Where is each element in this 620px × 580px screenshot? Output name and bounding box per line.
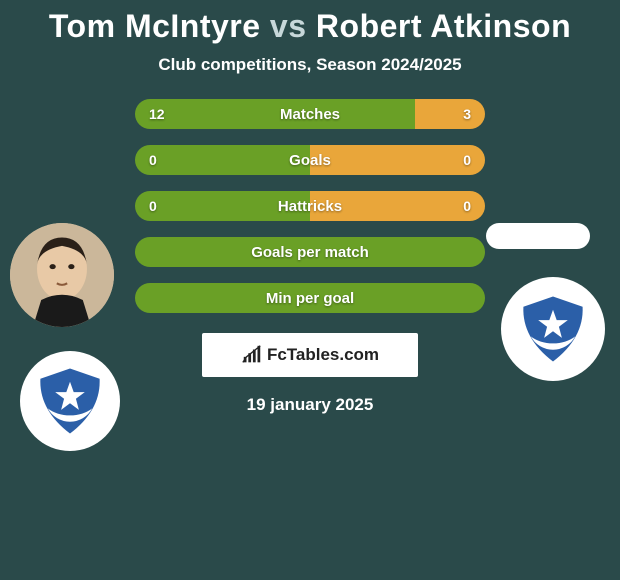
bar-label: Goals [289,152,331,169]
bar-label: Goals per match [251,244,369,261]
subtitle: Club competitions, Season 2024/2025 [0,55,620,75]
stat-bar-goals-per-match: Goals per match [135,237,485,267]
club-shield-icon [33,364,107,438]
bar-left-fill [135,145,310,175]
player2-avatar [486,223,590,249]
player1-club-badge [20,351,120,451]
stat-bar-goals: Goals 0 0 [135,145,485,175]
page-title: Tom McIntyre vs Robert Atkinson [0,0,620,45]
bar-left-fill [135,99,415,129]
player1-avatar [10,223,114,327]
bar-value-right: 0 [463,198,471,214]
player2-club-badge [501,277,605,381]
bar-value-left: 0 [149,152,157,168]
bar-label: Hattricks [278,198,342,215]
comparison-content: Matches 12 3 Goals 0 0 Hattricks 0 0 Goals per ma… [0,99,620,415]
player2-name: Robert Atkinson [316,8,571,44]
stat-bar-matches: Matches 12 3 [135,99,485,129]
player-face-icon [10,223,114,327]
watermark: FcTables.com [202,333,418,377]
bar-right-fill [310,145,485,175]
bar-value-right: 3 [463,106,471,122]
stat-bar-hattricks: Hattricks 0 0 [135,191,485,221]
vs-text: vs [270,8,307,44]
bar-value-left: 12 [149,106,165,122]
bars-chart-icon [241,344,263,366]
player1-name: Tom McIntyre [49,8,261,44]
bar-label: Min per goal [266,290,354,307]
stat-bar-min-per-goal: Min per goal [135,283,485,313]
bar-right-fill [415,99,485,129]
stat-bars: Matches 12 3 Goals 0 0 Hattricks 0 0 Goals per ma… [135,99,485,313]
club-shield-icon [516,292,590,366]
bar-value-left: 0 [149,198,157,214]
bar-label: Matches [280,106,340,123]
bar-value-right: 0 [463,152,471,168]
watermark-text: FcTables.com [267,345,379,365]
